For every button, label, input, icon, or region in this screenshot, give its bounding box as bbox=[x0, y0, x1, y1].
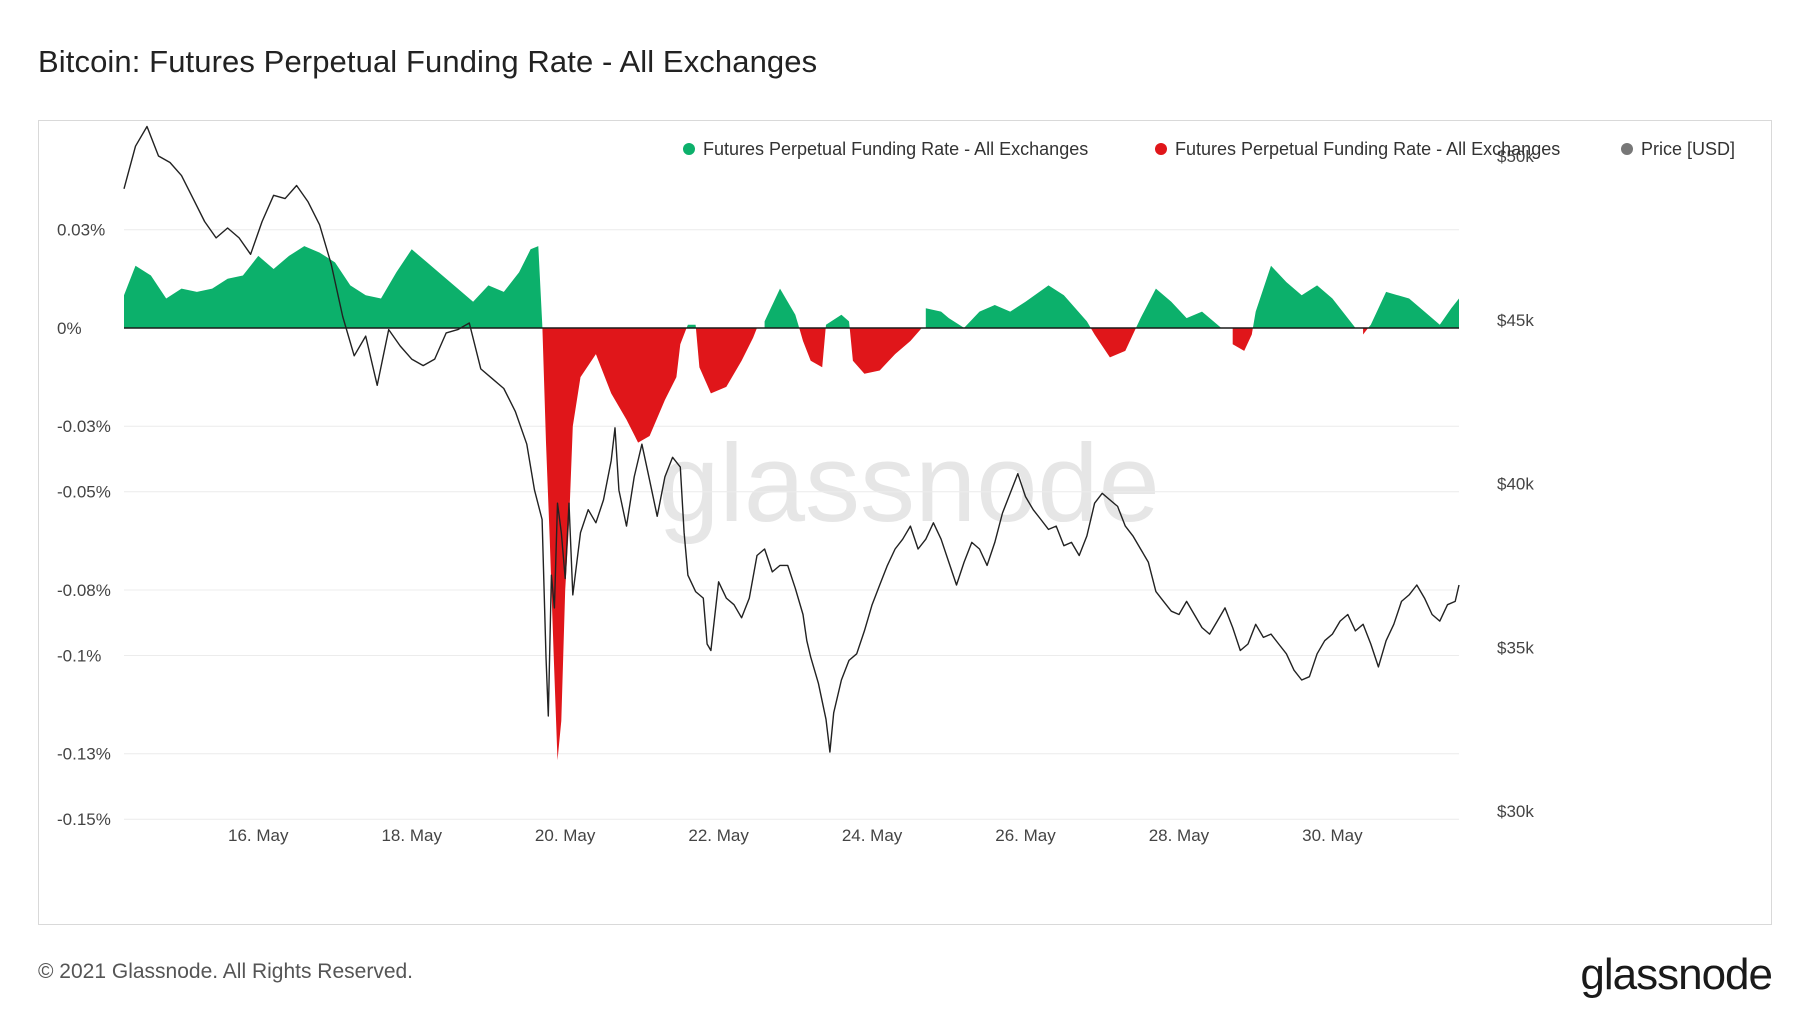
negative-funding-area-13 bbox=[1363, 327, 1369, 335]
page-title: Bitcoin: Futures Perpetual Funding Rate … bbox=[38, 44, 818, 79]
funding-rate-chart: glassnode 0.03% 0% -0.03% -0.05% -0.08% -0.1%… bbox=[57, 125, 1735, 845]
legend-label-0: Futures Perpetual Funding Rate - All Exc… bbox=[703, 139, 1088, 159]
left-y-axis: 0.03% 0% -0.03% -0.05% -0.08% -0.1% -0.13% -0.1… bbox=[57, 221, 111, 830]
negative-funding-area-1 bbox=[542, 327, 687, 761]
left-tick-label: -0.1% bbox=[57, 646, 101, 665]
x-tick-label: 22. May bbox=[688, 826, 749, 845]
positive-funding-area-2 bbox=[686, 324, 696, 328]
positive-funding-area-12 bbox=[1252, 265, 1356, 328]
positive-funding-area-10 bbox=[1136, 288, 1222, 328]
x-tick-label: 26. May bbox=[995, 826, 1056, 845]
right-tick-label: $45k bbox=[1497, 311, 1534, 330]
price-series bbox=[123, 125, 1460, 753]
x-axis: 16. May 18. May 20. May 22. May 24. May 26. M… bbox=[228, 826, 1363, 845]
right-y-axis: $50k $45k $40k $35k $30k bbox=[1497, 147, 1534, 821]
right-tick-label: $30k bbox=[1497, 802, 1534, 821]
legend-label-2: Price [USD] bbox=[1641, 139, 1735, 159]
legend-dot-0 bbox=[683, 143, 695, 155]
negative-funding-area-7 bbox=[849, 327, 922, 374]
watermark: glassnode bbox=[658, 422, 1160, 545]
left-tick-label: -0.08% bbox=[57, 581, 111, 600]
left-tick-label: -0.03% bbox=[57, 417, 111, 436]
right-tick-label: $40k bbox=[1497, 475, 1534, 494]
glassnode-logo: glassnode bbox=[1580, 950, 1773, 999]
negative-funding-area-5 bbox=[799, 327, 826, 368]
positive-funding-area-14 bbox=[1368, 291, 1459, 328]
x-tick-label: 20. May bbox=[535, 826, 596, 845]
legend-label-1: Futures Perpetual Funding Rate - All Exc… bbox=[1175, 139, 1560, 159]
legend[interactable]: Futures Perpetual Funding Rate - All Exc… bbox=[683, 139, 1735, 159]
funding-rate-area bbox=[124, 246, 1459, 761]
negative-funding-area-11 bbox=[1232, 327, 1253, 351]
copyright-footer: © 2021 Glassnode. All Rights Reserved. bbox=[38, 960, 414, 983]
x-tick-label: 16. May bbox=[228, 826, 289, 845]
negative-funding-area-3 bbox=[695, 327, 757, 394]
chart-panel: glassnode 0.03% 0% -0.03% -0.05% -0.08% -0.1%… bbox=[38, 120, 1772, 925]
left-tick-label: -0.15% bbox=[57, 810, 111, 829]
x-tick-label: 18. May bbox=[381, 826, 442, 845]
positive-funding-area-4 bbox=[764, 288, 800, 328]
left-tick-label: 0.03% bbox=[57, 221, 105, 240]
negative-funding-area-9 bbox=[1090, 327, 1136, 358]
left-tick-label: 0% bbox=[57, 319, 82, 338]
price-line bbox=[123, 125, 1460, 753]
positive-funding-area-0 bbox=[124, 246, 543, 328]
positive-funding-area-6 bbox=[825, 314, 850, 328]
right-tick-label: $35k bbox=[1497, 638, 1534, 657]
left-tick-label: -0.13% bbox=[57, 745, 111, 764]
x-tick-label: 24. May bbox=[842, 826, 903, 845]
legend-dot-2 bbox=[1621, 143, 1633, 155]
right-tick-label: $50k bbox=[1497, 147, 1534, 166]
x-tick-label: 28. May bbox=[1149, 826, 1210, 845]
positive-funding-area-8 bbox=[925, 285, 1091, 328]
x-tick-label: 30. May bbox=[1302, 826, 1363, 845]
left-tick-label: -0.05% bbox=[57, 483, 111, 502]
legend-dot-1 bbox=[1155, 143, 1167, 155]
